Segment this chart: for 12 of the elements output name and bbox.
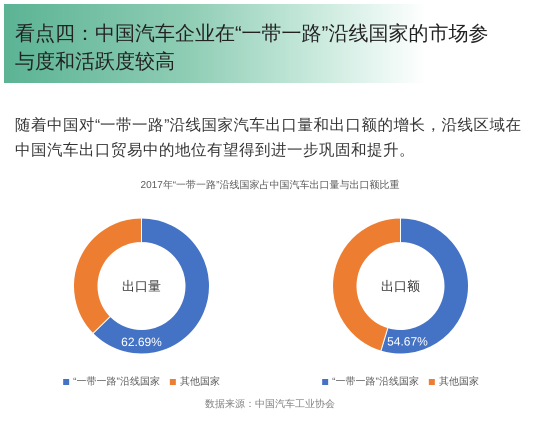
- legend-label: 其他国家: [180, 376, 220, 388]
- data-label: 54.67%: [387, 334, 428, 348]
- text: 看点四：中国汽车企业在“一带一路”沿线国家的市场参与度和活跃度较高: [15, 22, 490, 75]
- text: 2017年“一带一路”沿线国家占中国汽车出口量与出口额比重: [140, 179, 400, 193]
- data-label: 62.69%: [121, 334, 162, 349]
- text: 随着中国对“一带一路”沿线国家汽车出口量和出口额的增长，沿线区域在中国汽车出口贸易中的地位有望得到进一步巩固和提升。: [15, 116, 522, 160]
- text: 出口量: [122, 278, 161, 294]
- legend-label: 其他国家: [438, 376, 479, 388]
- legend-label: “一带一路”沿线国家: [332, 376, 419, 388]
- source-note: 数据来源：中国汽车工业协会: [204, 398, 336, 411]
- text: 出口额: [381, 278, 420, 294]
- legend-label: “一带一路”沿线国家: [73, 376, 160, 388]
